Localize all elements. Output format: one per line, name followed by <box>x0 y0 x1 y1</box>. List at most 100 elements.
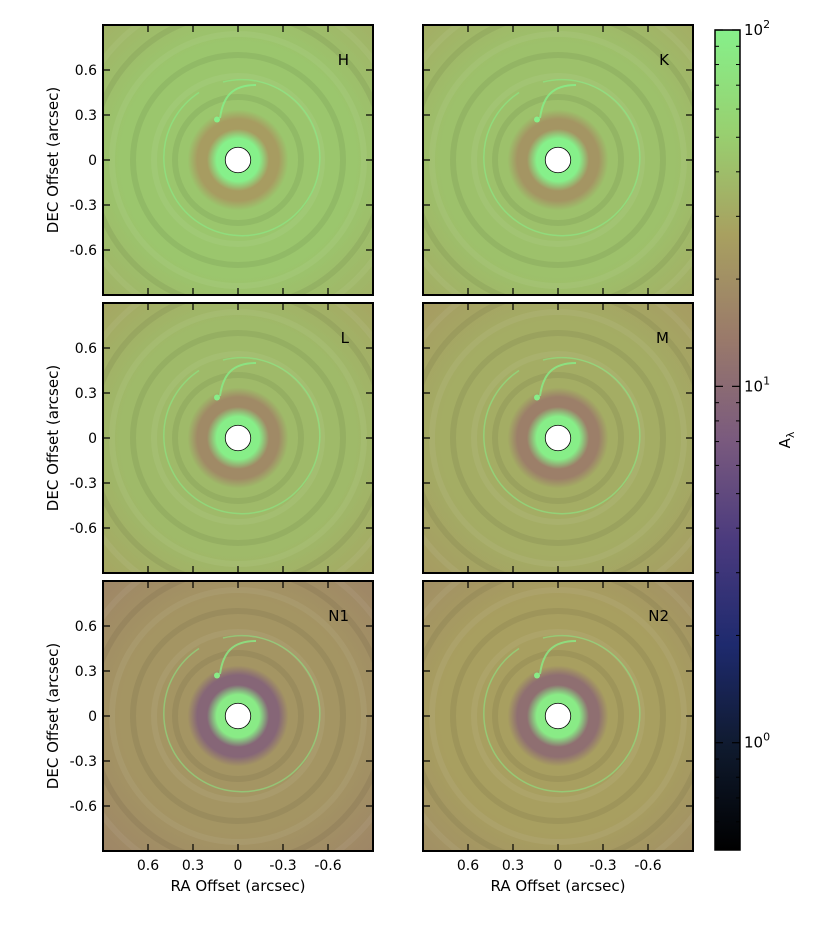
panels-group: H 0.6 0.3 0 -0.3 -0.6 K L 0.6 0.3 0 -0.3 -0.6 M N1 0.6 0… <box>70 24 694 874</box>
central-mask <box>224 702 252 730</box>
central-mask <box>224 424 252 452</box>
y-tick-label: -0.6 <box>70 521 97 537</box>
y-tick-label: 0 <box>88 709 97 725</box>
colorbar-tick-label: 102 <box>744 18 770 39</box>
faint-ring <box>172 372 304 504</box>
x-axis-label-right: RA Offset (arcsec) <box>491 877 626 895</box>
y-axis-label-row2: DEC Offset (arcsec) <box>44 365 62 511</box>
faint-ring <box>109 587 367 845</box>
faint-ring <box>151 629 325 803</box>
y-tick-label: 0.3 <box>75 108 97 124</box>
faint-ring <box>130 52 346 268</box>
faint-ring <box>109 31 367 289</box>
colorbar-gradient <box>715 30 740 850</box>
faint-ring <box>492 372 624 504</box>
planet-marker <box>534 394 540 401</box>
faint-ring <box>471 73 645 247</box>
faint-ring <box>172 94 304 226</box>
planet-wake <box>219 640 257 675</box>
spiral-arc <box>483 78 641 237</box>
y-tick-label: -0.6 <box>70 799 97 815</box>
ticks <box>423 303 693 573</box>
x-tick-label: 0.3 <box>182 858 204 874</box>
panel-l: L 0.6 0.3 0 -0.3 -0.6 <box>70 302 374 574</box>
x-tick-label: -0.6 <box>634 858 661 874</box>
ticks <box>423 581 693 851</box>
central-mask <box>224 146 252 174</box>
ticks <box>423 25 693 295</box>
x-tick-label: 0 <box>554 858 563 874</box>
y-tick-label: 0 <box>88 153 97 169</box>
panel-band-label: N2 <box>648 607 669 625</box>
colorbar-tick-label: 101 <box>744 374 770 395</box>
y-axis-label-row3: DEC Offset (arcsec) <box>44 643 62 789</box>
faint-ring <box>429 31 687 289</box>
y-tick-label: -0.3 <box>70 754 97 770</box>
faint-ring <box>429 309 687 567</box>
faint-ring <box>471 629 645 803</box>
colorbar-label: Aλ <box>776 431 797 448</box>
panel-band-label: L <box>341 329 350 347</box>
faint-ring <box>492 94 624 226</box>
y-tick-label: 0.3 <box>75 386 97 402</box>
faint-ring <box>450 608 666 824</box>
panel-band-label: H <box>338 51 349 69</box>
spiral-arc <box>163 356 321 515</box>
panel-h: H 0.6 0.3 0 -0.3 -0.6 <box>70 24 374 296</box>
x-axis-label-left: RA Offset (arcsec) <box>171 877 306 895</box>
colorbar: 100 101 102 Aλ <box>714 18 797 851</box>
ticks <box>103 25 373 295</box>
x-tick-label: 0.3 <box>502 858 524 874</box>
y-tick-label: 0.3 <box>75 664 97 680</box>
spiral-arc <box>483 634 641 793</box>
faint-ring <box>130 330 346 546</box>
x-tick-label: 0 <box>234 858 243 874</box>
planet-wake <box>539 362 577 397</box>
y-tick-label: 0.6 <box>75 619 97 635</box>
y-axis-label-row1: DEC Offset (arcsec) <box>44 87 62 233</box>
panel-n1: N1 0.6 0.3 0 -0.3 -0.6 0.6 0.3 0 -0.3 -0.6 <box>70 580 374 874</box>
planet-marker <box>534 672 540 679</box>
faint-ring <box>492 650 624 782</box>
x-tick-label: 0.6 <box>137 858 159 874</box>
x-tick-label: 0.6 <box>457 858 479 874</box>
y-tick-label: 0.6 <box>75 63 97 79</box>
faint-ring <box>429 587 687 845</box>
y-tick-label: -0.3 <box>70 198 97 214</box>
faint-ring <box>172 650 304 782</box>
planet-marker <box>534 116 540 123</box>
y-tick-label: -0.3 <box>70 476 97 492</box>
ticks <box>103 581 373 851</box>
ticks <box>103 303 373 573</box>
panel-m: M <box>422 302 694 574</box>
panel-band-label: K <box>659 51 670 69</box>
faint-ring <box>450 52 666 268</box>
panel-band-label: N1 <box>328 607 349 625</box>
planet-wake <box>219 84 257 119</box>
planet-wake <box>539 640 577 675</box>
panel-k: K <box>422 24 694 296</box>
planet-marker <box>214 672 220 679</box>
planet-marker <box>214 116 220 123</box>
central-mask <box>544 702 572 730</box>
faint-ring <box>130 608 346 824</box>
spiral-arc <box>163 78 321 237</box>
faint-ring <box>471 351 645 525</box>
colorbar-tick-label: 100 <box>744 731 770 752</box>
y-tick-label: -0.6 <box>70 243 97 259</box>
x-tick-label: -0.6 <box>314 858 341 874</box>
planet-wake <box>539 84 577 119</box>
faint-ring <box>151 351 325 525</box>
planet-marker <box>214 394 220 401</box>
panel-n2: N2 0.6 0.3 0 -0.3 -0.6 <box>422 580 694 874</box>
central-mask <box>544 146 572 174</box>
y-tick-label: 0.6 <box>75 341 97 357</box>
faint-ring <box>109 309 367 567</box>
panel-band-label: M <box>656 329 669 347</box>
planet-wake <box>219 362 257 397</box>
spiral-arc <box>163 634 321 793</box>
x-tick-label: -0.3 <box>589 858 616 874</box>
y-tick-label: 0 <box>88 431 97 447</box>
colorbar-frame <box>714 29 741 851</box>
